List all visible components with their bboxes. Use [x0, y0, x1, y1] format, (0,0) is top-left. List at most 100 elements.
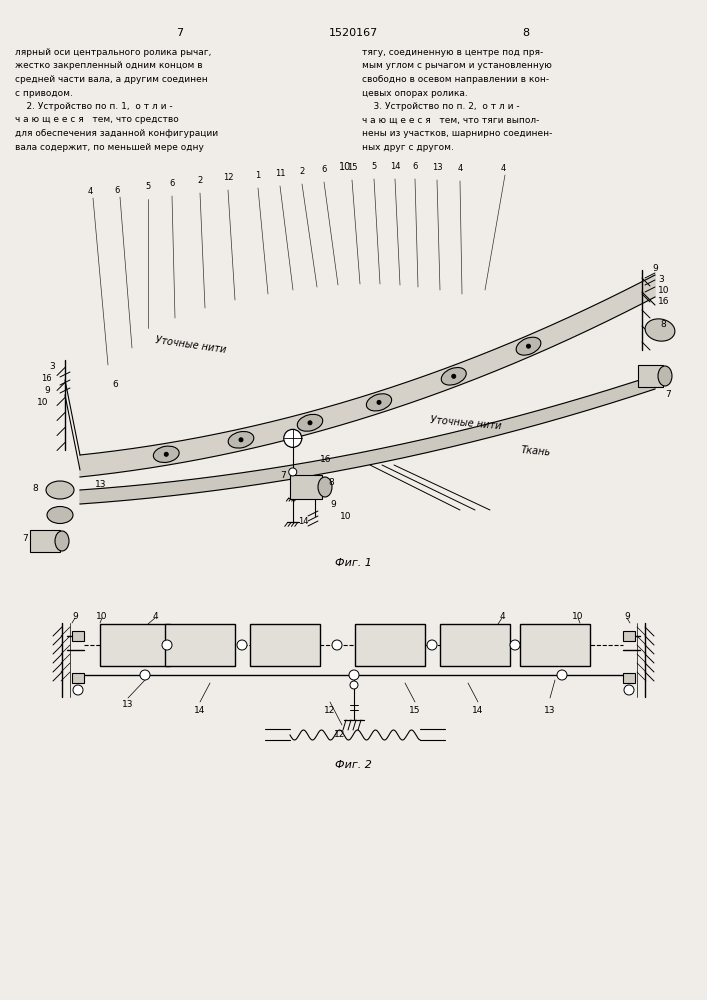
Ellipse shape [658, 366, 672, 386]
Text: 9: 9 [652, 264, 658, 273]
Text: 4: 4 [501, 164, 506, 173]
Text: 8: 8 [660, 320, 666, 329]
Bar [100, 624, 170, 666]
Text: 10: 10 [339, 162, 351, 172]
Circle shape [332, 640, 342, 650]
Circle shape [239, 438, 243, 442]
Text: Уточные нити: Уточные нити [155, 335, 227, 355]
Text: ч а ю щ е е с я   тем, что тяги выпол-: ч а ю щ е е с я тем, что тяги выпол- [362, 115, 539, 124]
Text: жестко закрепленный одним концом в: жестко закрепленный одним концом в [15, 62, 203, 70]
Text: средней части вала, а другим соединен: средней части вала, а другим соединен [15, 75, 208, 84]
Circle shape [308, 421, 312, 425]
Circle shape [527, 344, 530, 348]
Text: 2: 2 [197, 176, 203, 185]
Text: свободно в осевом направлении в кон-: свободно в осевом направлении в кон- [362, 75, 549, 84]
Text: 4: 4 [457, 164, 462, 173]
Bar [520, 624, 590, 666]
Text: 12: 12 [325, 706, 336, 715]
Text: 7: 7 [280, 471, 286, 480]
Text: нены из участков, шарнирно соединен-: нены из участков, шарнирно соединен- [362, 129, 552, 138]
Text: 6: 6 [169, 179, 175, 188]
Text: 8: 8 [33, 484, 38, 493]
Ellipse shape [516, 337, 541, 355]
Text: 6: 6 [112, 380, 118, 389]
Bar [638, 365, 663, 387]
Text: 13: 13 [122, 700, 134, 709]
Text: 8: 8 [328, 478, 334, 487]
Text: 10: 10 [340, 512, 351, 521]
Ellipse shape [55, 531, 69, 551]
Text: 9: 9 [45, 386, 50, 395]
Circle shape [73, 685, 83, 695]
Circle shape [377, 400, 381, 404]
Text: 6: 6 [321, 165, 327, 174]
Text: 12: 12 [223, 173, 233, 182]
Text: 14: 14 [194, 706, 206, 715]
Text: 3. Устройство по п. 2,  о т л и -: 3. Устройство по п. 2, о т л и - [362, 102, 520, 111]
Bar [72, 673, 84, 683]
Text: Фиг. 1: Фиг. 1 [334, 558, 371, 568]
Circle shape [350, 681, 358, 689]
Text: 16: 16 [658, 297, 670, 306]
Text: 13: 13 [95, 480, 107, 489]
Ellipse shape [318, 477, 332, 497]
Ellipse shape [645, 319, 675, 341]
Text: 3: 3 [49, 362, 55, 371]
Circle shape [557, 670, 567, 680]
Text: для обеспечения заданной конфигурации: для обеспечения заданной конфигурации [15, 129, 218, 138]
Text: 9: 9 [624, 612, 630, 621]
Text: 13: 13 [544, 706, 556, 715]
Bar [290, 475, 322, 499]
Text: 10: 10 [96, 612, 107, 621]
Text: 15: 15 [346, 163, 357, 172]
Text: Фиг. 2: Фиг. 2 [334, 760, 371, 770]
Text: 15: 15 [409, 706, 421, 715]
Text: 7: 7 [665, 390, 671, 399]
Bar [250, 624, 320, 666]
Bar [440, 624, 510, 666]
Polygon shape [80, 275, 655, 477]
Text: 16: 16 [320, 455, 332, 464]
Text: 10: 10 [658, 286, 670, 295]
Ellipse shape [153, 446, 179, 462]
Text: цевых опорах ролика.: цевых опорах ролика. [362, 89, 468, 98]
Text: лярный оси центрального ролика рычаг,: лярный оси центрального ролика рычаг, [15, 48, 211, 57]
Text: 16: 16 [42, 374, 52, 383]
Text: ч а ю щ е е с я   тем, что средство: ч а ю щ е е с я тем, что средство [15, 115, 179, 124]
Text: 6: 6 [115, 186, 119, 195]
Circle shape [284, 429, 302, 447]
Text: 14: 14 [390, 162, 400, 171]
Bar [623, 673, 635, 683]
Text: 12: 12 [334, 730, 346, 739]
Text: 10: 10 [572, 612, 584, 621]
Text: 2: 2 [299, 167, 305, 176]
Text: 8: 8 [522, 28, 530, 38]
Circle shape [427, 640, 437, 650]
Text: тягу, соединенную в центре под пря-: тягу, соединенную в центре под пря- [362, 48, 543, 57]
Circle shape [349, 670, 359, 680]
Text: 5: 5 [146, 182, 151, 191]
Text: 1: 1 [255, 171, 261, 180]
Ellipse shape [46, 481, 74, 499]
Text: 11: 11 [275, 169, 285, 178]
Text: 14: 14 [298, 517, 308, 526]
Bar [30, 530, 60, 552]
Circle shape [237, 640, 247, 650]
Circle shape [162, 640, 172, 650]
Text: 7: 7 [22, 534, 28, 543]
Text: вала содержит, по меньшей мере одну: вала содержит, по меньшей мере одну [15, 142, 204, 151]
Text: 14: 14 [472, 706, 484, 715]
Circle shape [140, 670, 150, 680]
Text: Ткань: Ткань [520, 445, 551, 458]
Circle shape [164, 452, 168, 456]
Bar [165, 624, 235, 666]
Text: 4: 4 [88, 187, 93, 196]
Bar [72, 631, 84, 641]
Bar [355, 624, 425, 666]
Text: мым углом с рычагом и установленную: мым углом с рычагом и установленную [362, 62, 552, 70]
Ellipse shape [228, 431, 254, 448]
Text: 2. Устройство по п. 1,  о т л и -: 2. Устройство по п. 1, о т л и - [15, 102, 173, 111]
Text: 1520167: 1520167 [328, 28, 378, 38]
Text: 4: 4 [152, 612, 158, 621]
Polygon shape [80, 375, 655, 504]
